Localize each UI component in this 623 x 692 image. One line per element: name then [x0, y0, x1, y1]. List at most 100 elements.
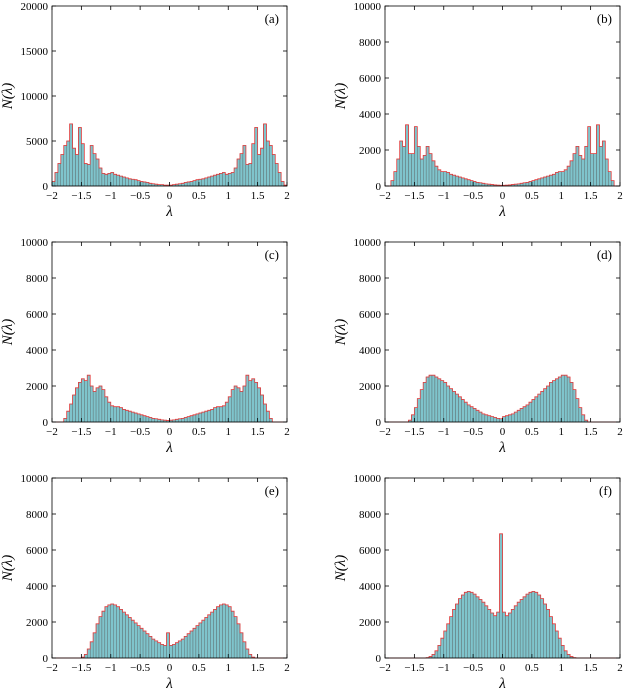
y-tick-label: 2000 [359, 145, 382, 157]
histogram-bar [446, 172, 450, 187]
y-tick-label: 2000 [359, 617, 382, 629]
y-tick-label: 0 [376, 417, 382, 429]
histogram-bar [534, 592, 538, 659]
histogram-bar [69, 403, 73, 423]
y-tick-label: 10000 [354, 237, 382, 249]
histogram-bar [581, 414, 585, 423]
histogram-bar [78, 127, 82, 187]
histogram-bar [98, 616, 103, 659]
panel-label: (b) [597, 11, 612, 26]
x-tick-label: 0.5 [192, 426, 206, 438]
histogram-bar [84, 163, 88, 187]
y-tick-label: 15000 [21, 46, 49, 58]
x-tick-label: 0 [167, 426, 173, 438]
histogram-bar [502, 416, 506, 423]
x-tick-label: −0.5 [463, 190, 483, 202]
histogram-bar [245, 648, 249, 659]
histogram-bar [525, 593, 530, 659]
histogram-bar [569, 160, 574, 187]
histogram-bar [390, 180, 394, 187]
histogram-bar [207, 614, 211, 659]
histogram-bar [440, 638, 444, 659]
x-tick-label: −1.5 [404, 662, 424, 674]
x-tick-label: 0 [167, 662, 173, 674]
histogram-bar [213, 609, 217, 659]
y-axis-label: N(λ) [333, 555, 349, 583]
histogram-outline [52, 603, 287, 659]
histogram-bar [461, 594, 465, 659]
histogram-bar [443, 382, 447, 423]
histogram-bar [225, 174, 229, 187]
histogram-bar [137, 180, 141, 187]
histogram-bar [248, 163, 252, 187]
histogram-bar [528, 402, 533, 423]
histogram-bar [181, 418, 185, 423]
histogram-bar [81, 143, 85, 187]
histogram-bar [122, 409, 126, 423]
histogram-bar [157, 642, 161, 659]
y-tick-label: 0 [43, 417, 49, 429]
histogram-bar [467, 404, 471, 423]
y-axis-label: N(λ) [333, 319, 349, 347]
histogram-bar [540, 391, 544, 423]
histogram-bar [458, 598, 462, 659]
y-tick-label: 2000 [26, 381, 49, 393]
histogram-bar [119, 407, 123, 423]
histogram-bar [260, 394, 264, 423]
histogram-bar [269, 145, 273, 187]
histogram-bar [540, 177, 544, 187]
histogram-bar [72, 148, 76, 187]
histogram-bar [508, 414, 512, 423]
histogram-bar [263, 403, 267, 423]
histogram-bar [63, 145, 67, 187]
x-tick-label: −1 [438, 662, 450, 674]
histogram-bar [280, 181, 285, 187]
histogram-bar [219, 604, 223, 659]
panel-label: (f) [599, 483, 612, 498]
histogram-bar [134, 622, 138, 659]
histogram-bar [160, 644, 164, 659]
histogram-bar [561, 171, 565, 187]
x-tick-label: 1.5 [584, 662, 598, 674]
histogram-bar [552, 380, 556, 423]
y-tick-label: 8000 [26, 273, 49, 285]
histogram-bar [540, 598, 544, 659]
histogram-bar [72, 394, 76, 423]
histogram-bar [278, 172, 282, 187]
histogram-bar [555, 378, 559, 423]
histogram-bar [189, 181, 194, 187]
panel-b: −2 −1.5 −1 −0.5 0 0.5 1 1.5 2 0 2000 4000 6000 8000 10… [333, 1, 623, 220]
histogram-bar [242, 145, 247, 187]
x-tick-label: −1 [105, 662, 117, 674]
x-tick-label: 0.5 [525, 662, 539, 674]
histogram-bar [116, 175, 120, 187]
histogram-bar [561, 375, 565, 423]
histogram-bar [555, 172, 559, 187]
histogram-bar [417, 146, 421, 187]
histogram-bar [137, 625, 141, 659]
histogram-bar [222, 172, 226, 187]
histogram-bar [110, 603, 114, 659]
histogram-bar [219, 173, 223, 187]
panel-f: −2 −1.5 −1 −0.5 0 0.5 1 1.5 2 0 2000 4000 6000 8000 10… [333, 473, 623, 692]
histogram-bar [69, 123, 73, 187]
histogram-bar [245, 164, 249, 187]
histogram-bar [125, 410, 129, 423]
histogram-bar [522, 406, 527, 423]
histogram-outline [52, 374, 287, 423]
histogram-bar [63, 418, 67, 423]
histogram-bar [186, 633, 191, 659]
histogram-bar [266, 411, 270, 423]
histogram-bar [478, 182, 483, 187]
histogram-bar [446, 385, 450, 423]
histogram-bar [228, 396, 232, 423]
histogram-bar [104, 606, 108, 659]
histogram-bar [464, 178, 468, 187]
histogram-bar [178, 418, 182, 423]
panel-label: (c) [265, 247, 279, 262]
y-tick-label: 4000 [359, 581, 382, 593]
histogram-bar [119, 175, 123, 187]
histogram-bar [242, 641, 247, 659]
histogram-bar [148, 417, 153, 423]
